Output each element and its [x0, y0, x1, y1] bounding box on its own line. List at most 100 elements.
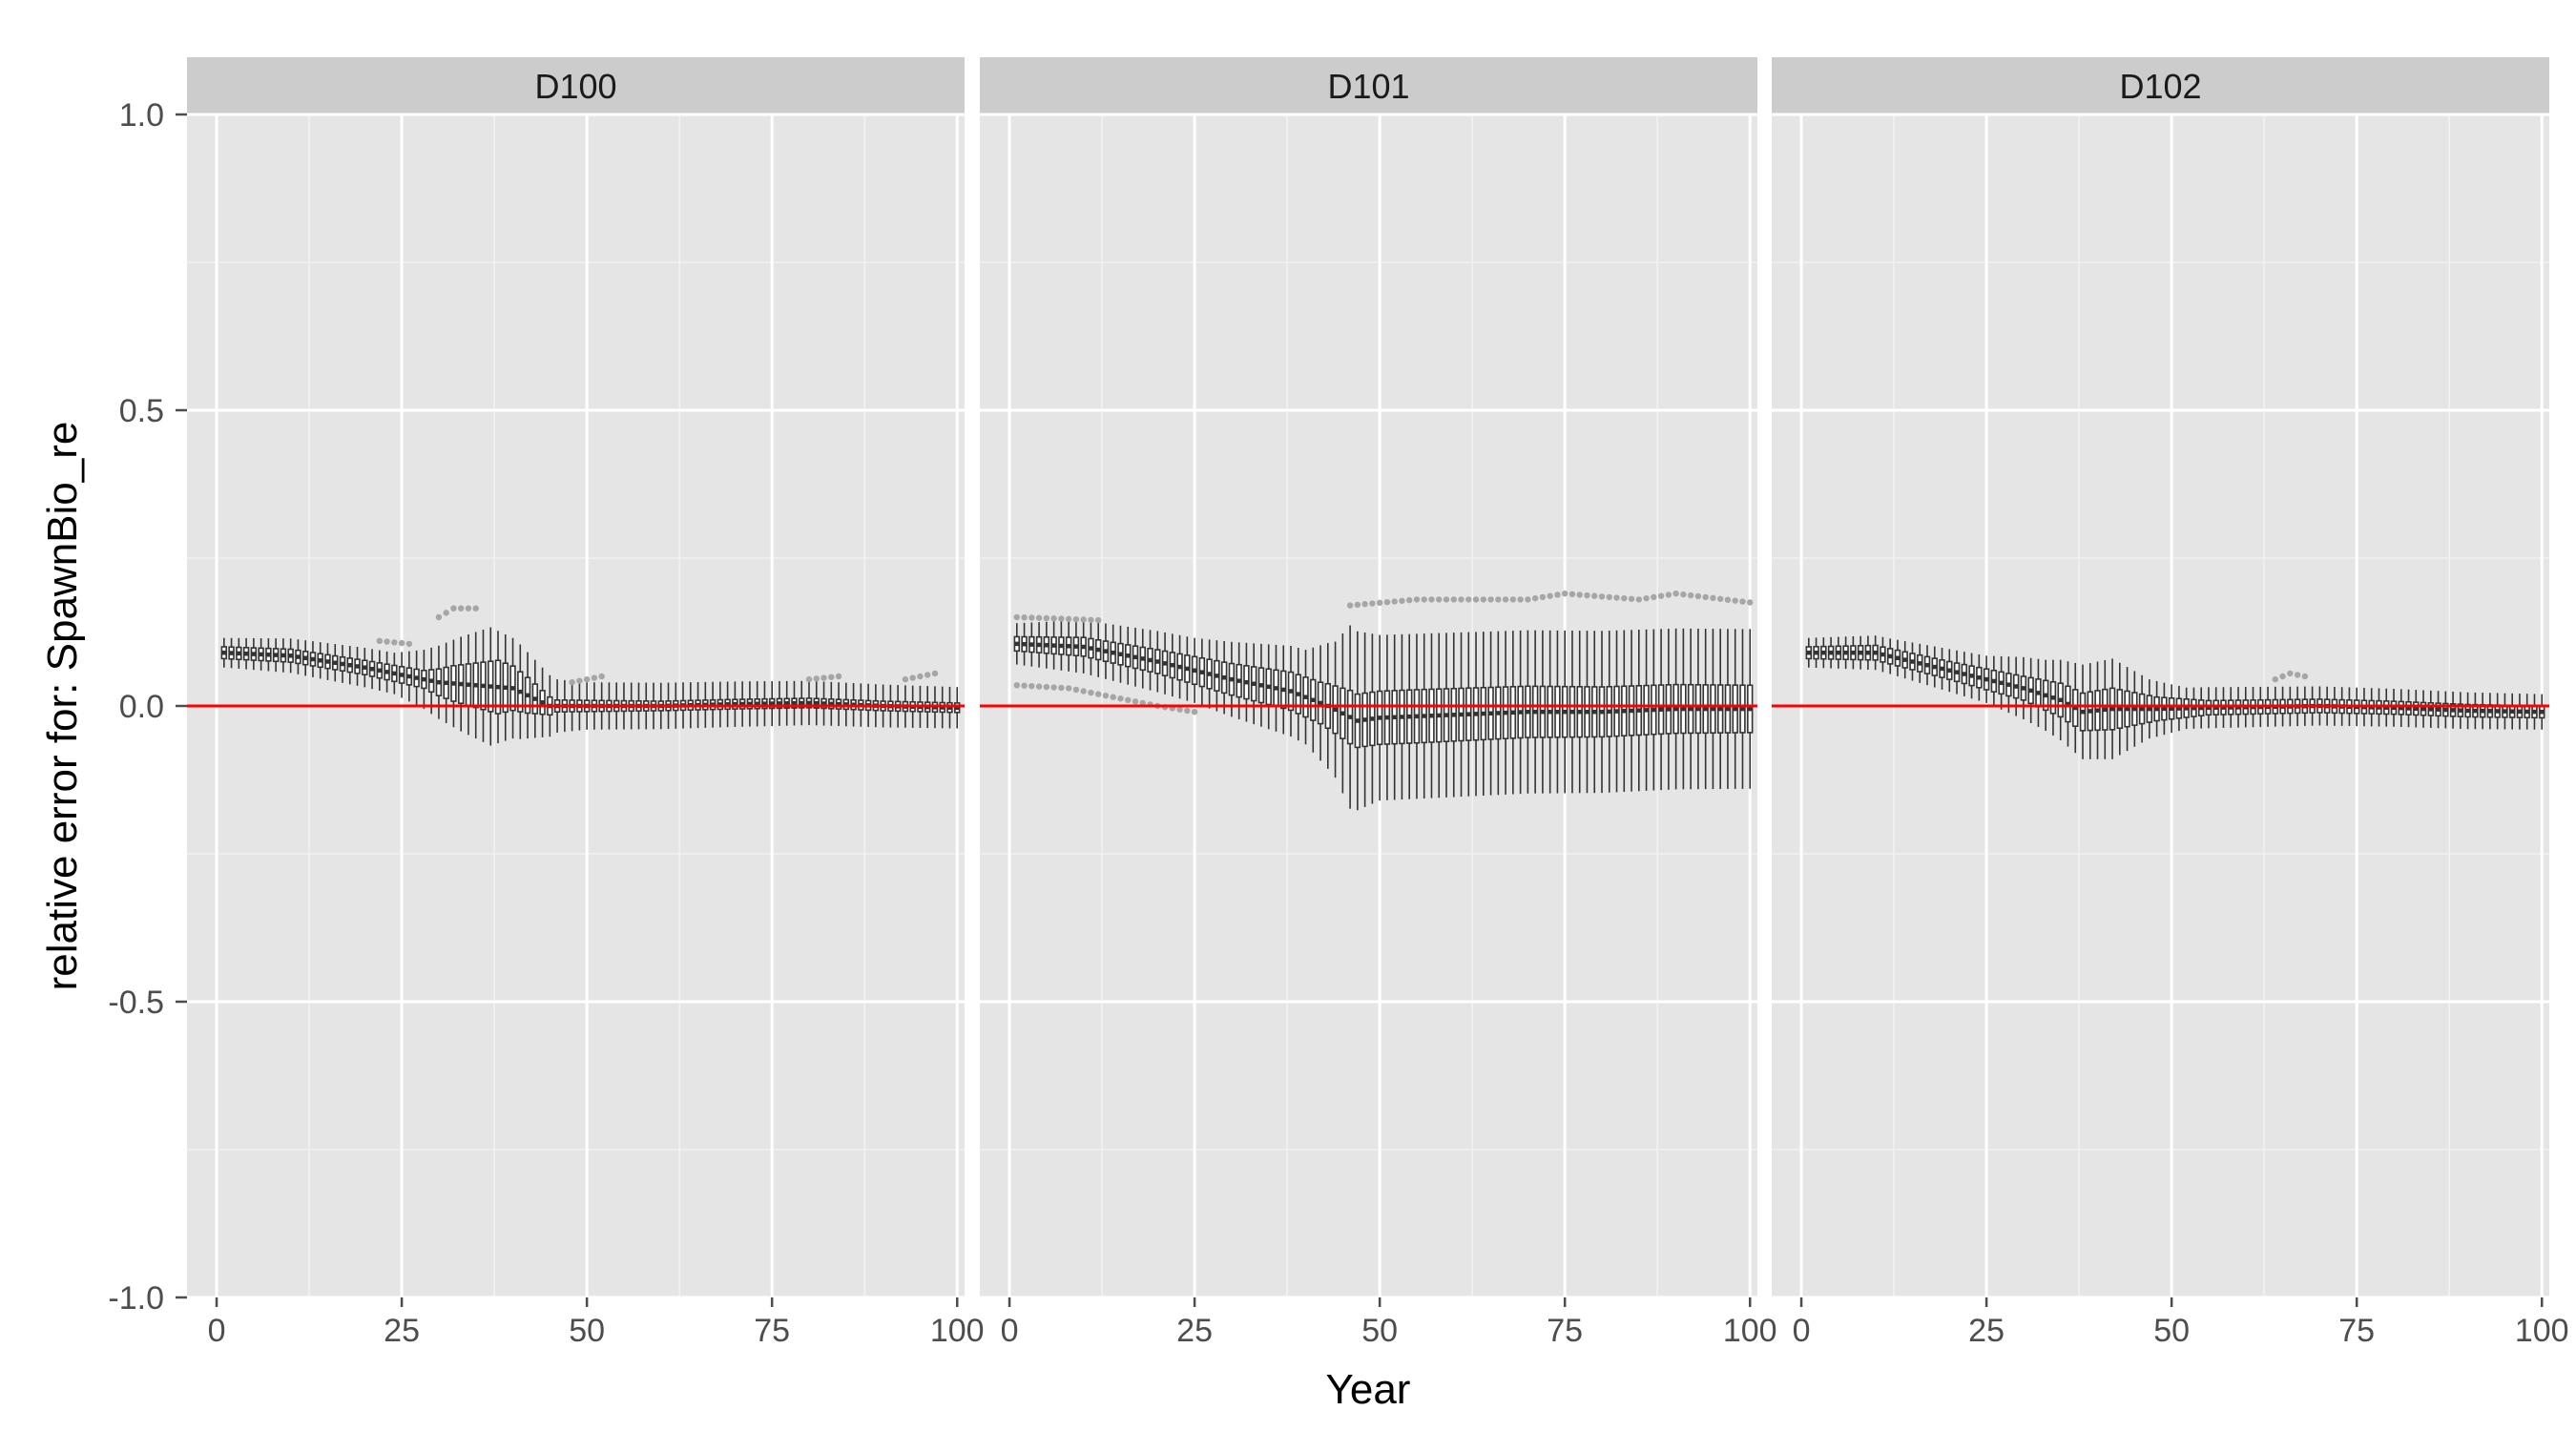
box-year-47 [1354, 631, 1361, 811]
box-year-28 [1214, 640, 1220, 712]
box-year-43 [2116, 662, 2124, 756]
outlier-point [1176, 706, 1183, 713]
box-year-72 [1539, 630, 1547, 794]
outlier-point [1058, 684, 1065, 692]
x-tick-label: 75 [754, 1313, 790, 1349]
outlier-point [1102, 692, 1110, 699]
outlier-point [1576, 591, 1583, 598]
box-year-30 [2020, 656, 2027, 719]
box-year-49 [1369, 633, 1376, 804]
box-year-2 [1021, 622, 1028, 666]
box-year-19 [1147, 630, 1153, 691]
box-year-44 [539, 667, 546, 737]
box-year-70 [732, 681, 738, 727]
box-year-13 [1894, 639, 1901, 676]
outlier-point [1021, 614, 1028, 621]
box-year-56 [1421, 633, 1427, 798]
outlier-point [384, 638, 390, 645]
box-year-52 [1391, 634, 1398, 800]
box-year-37 [2072, 662, 2079, 754]
box-year-84 [1628, 630, 1635, 792]
box-year-96 [1716, 629, 1724, 790]
outlier-point [1525, 596, 1531, 603]
box-year-87 [2442, 691, 2449, 729]
box-year-13 [1102, 623, 1110, 679]
outlier-point [576, 677, 583, 684]
box-year-14 [1901, 641, 1908, 679]
outlier-point [2294, 672, 2301, 678]
box-year-3 [236, 637, 242, 669]
box-year-33 [457, 636, 465, 732]
outlier-point [443, 610, 449, 616]
box-year-31 [2027, 657, 2034, 723]
box-year-79 [1591, 631, 1598, 794]
box-year-79 [799, 680, 805, 726]
outlier-point [1724, 596, 1732, 603]
outlier-point [1191, 709, 1198, 716]
box-year-83 [1621, 630, 1628, 793]
box-year-25 [1983, 655, 1990, 703]
box-year-67 [1502, 631, 1509, 795]
box-year-87 [1651, 629, 1657, 791]
outlier-point [2287, 670, 2294, 677]
outlier-point [2279, 673, 2286, 680]
outlier-point [1443, 596, 1450, 603]
box-year-1 [1013, 623, 1021, 665]
outlier-point [435, 613, 443, 621]
box-year-37 [1280, 645, 1287, 735]
box-year-43 [531, 659, 539, 738]
box-year-100 [954, 687, 961, 729]
outlier-point [1716, 595, 1724, 602]
outlier-point [1021, 682, 1028, 689]
outlier-point [1517, 596, 1524, 603]
y-tick-label: -1.0 [108, 1280, 164, 1317]
box-year-77 [783, 680, 790, 726]
box-year-19 [1939, 648, 1945, 690]
x-tick-label: 50 [1361, 1313, 1398, 1349]
outlier-point [1080, 616, 1087, 623]
box-year-20 [362, 648, 368, 688]
box-year-89 [1665, 629, 1672, 790]
box-year-8 [272, 638, 280, 673]
box-year-80 [2390, 688, 2398, 727]
box-year-17 [1923, 645, 1931, 686]
y-tick-label: 0.5 [119, 393, 164, 429]
box-year-82 [821, 681, 827, 726]
outlier-point [1643, 594, 1650, 602]
box-year-11 [1880, 636, 1886, 673]
box-year-74 [761, 681, 768, 727]
box-year-54 [2197, 687, 2205, 729]
boxplot-series [1013, 620, 1754, 811]
outlier-point [1502, 596, 1509, 603]
box-year-92 [1687, 628, 1694, 790]
outlier-point [1651, 593, 1657, 601]
box-year-42 [1317, 645, 1324, 761]
box-year-35 [1265, 644, 1272, 730]
box-year-47 [2146, 679, 2153, 739]
outlier-points [2272, 670, 2309, 683]
box-year-50 [2168, 684, 2175, 734]
outlier-point [1672, 591, 1679, 597]
box-year-41 [1310, 647, 1317, 753]
panels-layer: D100 D101 D102 [187, 57, 2549, 1299]
box-year-90 [1672, 628, 1679, 790]
outlier-point [1747, 599, 1754, 606]
x-tick-label: 50 [2153, 1313, 2190, 1349]
box-year-5 [250, 637, 258, 671]
box-year-56 [2212, 687, 2219, 729]
box-year-18 [1139, 629, 1146, 689]
x-tick-label: 75 [2338, 1313, 2375, 1349]
box-year-31 [1236, 642, 1242, 719]
box-year-75 [1561, 630, 1568, 794]
box-year-15 [1117, 625, 1124, 683]
outlier-point [1450, 596, 1457, 603]
box-year-73 [754, 681, 760, 727]
outlier-point [1561, 591, 1568, 597]
outlier-point [1680, 591, 1687, 598]
box-year-9 [1864, 635, 1872, 670]
outlier-point [391, 639, 398, 646]
box-year-36 [480, 630, 487, 742]
outlier-point [1628, 595, 1635, 602]
box-year-45 [1340, 633, 1346, 794]
box-year-54 [1405, 633, 1413, 799]
